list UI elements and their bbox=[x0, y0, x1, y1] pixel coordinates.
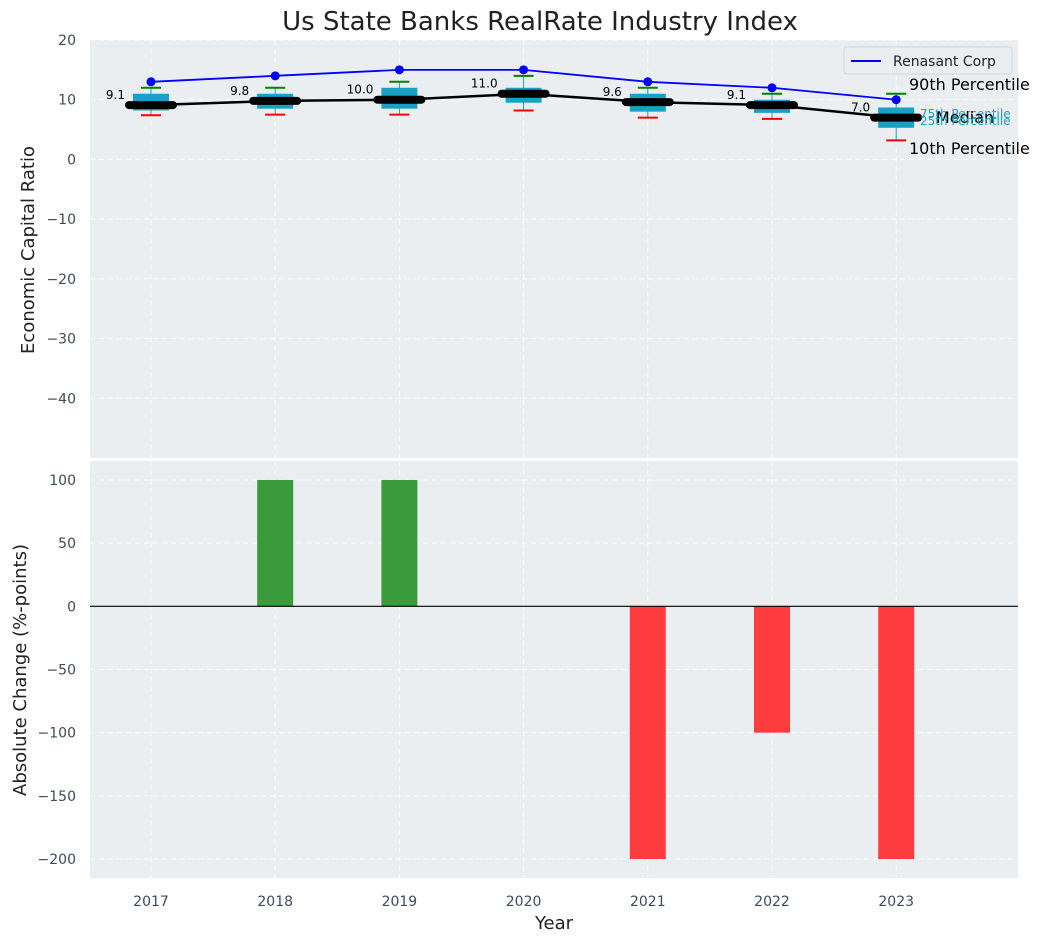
top-y-tick-label: −40 bbox=[46, 391, 76, 407]
bottom-y-tick-label: −100 bbox=[38, 726, 76, 742]
series-point bbox=[270, 71, 280, 81]
bar-2022 bbox=[754, 606, 790, 733]
x-tick-label: 2021 bbox=[630, 894, 666, 910]
bottom-y-tick-label: −50 bbox=[46, 663, 76, 679]
bar-2023 bbox=[878, 606, 915, 860]
bottom-y-tick-label: 100 bbox=[49, 473, 76, 489]
bottom-y-tick-label: −200 bbox=[38, 852, 76, 868]
top-y-tick-label: −20 bbox=[46, 272, 76, 288]
series-point bbox=[767, 83, 777, 93]
median-value-label: 10.0 bbox=[347, 83, 374, 97]
median-value-label: 9.1 bbox=[727, 88, 746, 102]
median-value-label: 11.0 bbox=[471, 77, 498, 91]
chart-title: Us State Banks RealRate Industry Index bbox=[282, 7, 798, 37]
top-y-tick-label: −10 bbox=[46, 212, 76, 228]
top-y-tick-label: 20 bbox=[58, 33, 76, 49]
x-tick-label: 2020 bbox=[506, 894, 542, 910]
bar-2018 bbox=[257, 479, 294, 607]
legend-label: Renasant Corp bbox=[893, 54, 996, 70]
median-value-label: 9.6 bbox=[603, 85, 622, 99]
annotation-median: Median bbox=[936, 108, 994, 127]
bottom-y-tick-label: −150 bbox=[38, 789, 76, 805]
series-point bbox=[891, 95, 901, 105]
bottom-y-axis-title: Absolute Change (%-points) bbox=[10, 544, 31, 796]
bar-2021 bbox=[629, 606, 666, 860]
x-axis-title: Year bbox=[534, 913, 574, 934]
annotation-10th: 10th Percentile bbox=[909, 139, 1030, 158]
annotation-25th: 25th Percentile bbox=[920, 114, 1011, 128]
x-tick-label: 2018 bbox=[257, 894, 293, 910]
top-annotations: 90th Percentile 75th Percentile Median 2… bbox=[909, 75, 1030, 158]
top-boxes: 9.1 9.8 10.0 11.0 9.6 9.1 7.0 bbox=[106, 74, 923, 142]
top-y-axis-title: Economic Capital Ratio bbox=[18, 146, 39, 354]
series-point bbox=[519, 65, 529, 75]
bar-2019 bbox=[381, 479, 418, 607]
x-tick-label: 2022 bbox=[754, 894, 790, 910]
top-y-tick-label: −30 bbox=[46, 332, 76, 348]
top-series-line bbox=[146, 65, 901, 105]
bottom-y-tick-label: 50 bbox=[58, 536, 76, 552]
series-point bbox=[643, 77, 653, 87]
median-value-label: 9.1 bbox=[106, 88, 125, 102]
x-tick-label: 2023 bbox=[878, 894, 914, 910]
top-grid bbox=[90, 39, 1018, 458]
x-ticks: 2017 2018 2019 2020 2021 2022 2023 bbox=[133, 894, 914, 910]
bottom-y-ticks: 100 50 0 −50 −100 −150 −200 bbox=[38, 473, 76, 868]
top-y-ticks: 20 10 0 −10 −20 −30 −40 bbox=[46, 33, 76, 407]
legend-box bbox=[843, 46, 1013, 75]
series-point bbox=[394, 65, 404, 75]
median-trend-line bbox=[150, 92, 897, 119]
annotation-75th: 75th Percentile bbox=[920, 107, 1011, 121]
x-tick-label: 2017 bbox=[133, 894, 169, 910]
median-value-label: 9.8 bbox=[230, 84, 249, 98]
bottom-y-tick-label: 0 bbox=[67, 599, 76, 615]
top-plot-background bbox=[90, 40, 1018, 458]
bottom-bars bbox=[257, 479, 915, 860]
x-tick-label: 2019 bbox=[382, 894, 418, 910]
median-value-label: 7.0 bbox=[851, 101, 870, 115]
top-y-tick-label: 0 bbox=[67, 152, 76, 168]
annotation-90th: 90th Percentile bbox=[909, 75, 1030, 94]
top-y-tick-label: 10 bbox=[58, 93, 76, 109]
legend: Renasant Corp bbox=[843, 46, 1013, 75]
series-point bbox=[146, 77, 156, 87]
